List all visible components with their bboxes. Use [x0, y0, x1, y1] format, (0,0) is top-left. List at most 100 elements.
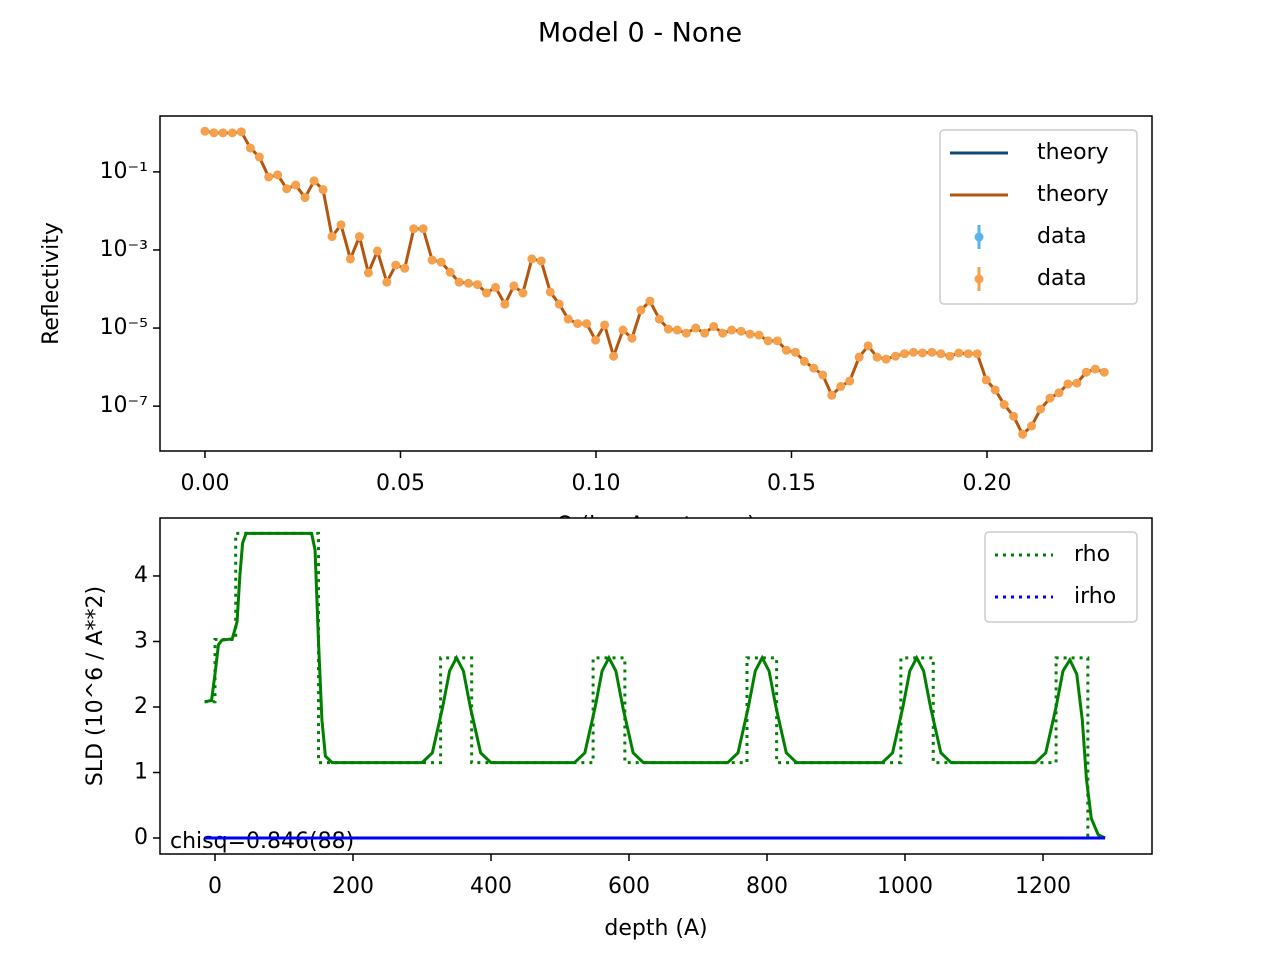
data-point	[282, 184, 292, 194]
data-point	[927, 347, 937, 357]
data-point	[254, 152, 264, 162]
y-tick-label: 1	[134, 760, 148, 785]
data-point	[273, 170, 283, 180]
data-point	[1081, 367, 1091, 377]
legend-marker	[974, 274, 984, 284]
data-point	[309, 176, 319, 186]
data-point	[618, 325, 628, 335]
data-point	[781, 345, 791, 355]
data-point	[999, 400, 1009, 410]
data-point	[481, 288, 491, 298]
data-point	[727, 325, 737, 335]
data-point	[790, 347, 800, 357]
data-point	[518, 288, 528, 298]
data-point	[663, 324, 673, 334]
y-tick-label: 10⁻³	[100, 237, 148, 262]
legend-box	[984, 531, 1138, 623]
data-point	[1045, 393, 1055, 403]
data-point	[854, 352, 864, 362]
data-point	[236, 127, 246, 137]
data-point	[400, 263, 410, 273]
legend-marker	[974, 232, 984, 242]
data-point	[1090, 364, 1100, 374]
data-point	[691, 323, 701, 333]
data-point	[636, 305, 646, 315]
data-point	[881, 354, 891, 364]
data-point	[1009, 411, 1019, 421]
data-point	[427, 255, 437, 265]
data-point	[418, 224, 428, 234]
data-point	[227, 128, 237, 138]
data-point	[454, 277, 464, 287]
data-point	[908, 347, 918, 357]
data-point	[345, 254, 355, 264]
sld-curve	[204, 531, 1106, 840]
data-point	[1027, 421, 1037, 431]
data-point	[745, 329, 755, 339]
data-point	[972, 349, 982, 359]
data-point	[509, 281, 519, 291]
data-point	[554, 299, 564, 309]
x-tick-label: 0.05	[376, 471, 425, 496]
data-point	[954, 348, 964, 358]
data-point	[245, 143, 255, 153]
data-point	[336, 220, 346, 230]
data-point	[899, 349, 909, 359]
data-point	[354, 232, 364, 242]
data-point	[700, 328, 710, 338]
data-point	[872, 352, 882, 362]
data-point	[736, 326, 746, 336]
x-tick-label: 0	[208, 874, 222, 899]
data-point	[981, 375, 991, 385]
x-tick-label: 800	[746, 874, 788, 899]
y-tick-label: 2	[134, 694, 148, 719]
figure-title: Model 0 - None	[538, 18, 742, 49]
y-tick-label: 0	[134, 825, 148, 850]
data-point	[1018, 429, 1028, 439]
data-point	[672, 325, 682, 335]
legend-label: rho	[1074, 542, 1110, 567]
data-point	[436, 257, 446, 267]
axes-frame	[159, 115, 1153, 452]
data-point	[582, 319, 592, 329]
axes-frame	[159, 517, 1153, 855]
x-tick-label: 0.20	[963, 471, 1012, 496]
data-point	[318, 185, 328, 195]
data-point	[709, 321, 719, 331]
data-point	[218, 128, 228, 138]
data-point	[573, 319, 583, 329]
x-tick-label: 600	[608, 874, 650, 899]
data-point	[863, 341, 873, 351]
data-point	[836, 381, 846, 391]
data-point	[327, 232, 337, 242]
legend-box	[939, 129, 1138, 305]
y-tick-label: 3	[134, 628, 148, 653]
data-point	[917, 348, 927, 358]
data-point	[963, 349, 973, 359]
data-point	[718, 328, 728, 338]
data-point	[300, 193, 310, 203]
x-tick-label: 0.00	[180, 471, 229, 496]
data-point	[772, 336, 782, 346]
data-point	[1054, 388, 1064, 398]
data-point	[291, 180, 301, 190]
data-point	[945, 351, 955, 361]
data-point	[827, 390, 837, 400]
data-point	[1099, 367, 1109, 377]
legend-label: theory	[1037, 182, 1109, 207]
legend-label: theory	[1037, 140, 1109, 165]
data-point	[490, 282, 500, 292]
x-tick-label: 1200	[1015, 874, 1071, 899]
x-tick-label: 1000	[877, 874, 933, 899]
x-tick-label: 200	[332, 874, 374, 899]
data-point	[391, 260, 401, 270]
data-point	[527, 254, 537, 264]
data-point	[545, 287, 555, 297]
data-point	[209, 128, 219, 138]
x-axis-label: depth (A)	[604, 916, 707, 941]
data-point	[609, 351, 619, 361]
data-point	[372, 246, 382, 256]
data-point	[645, 296, 655, 306]
y-tick-label: 10⁻¹	[100, 159, 148, 184]
